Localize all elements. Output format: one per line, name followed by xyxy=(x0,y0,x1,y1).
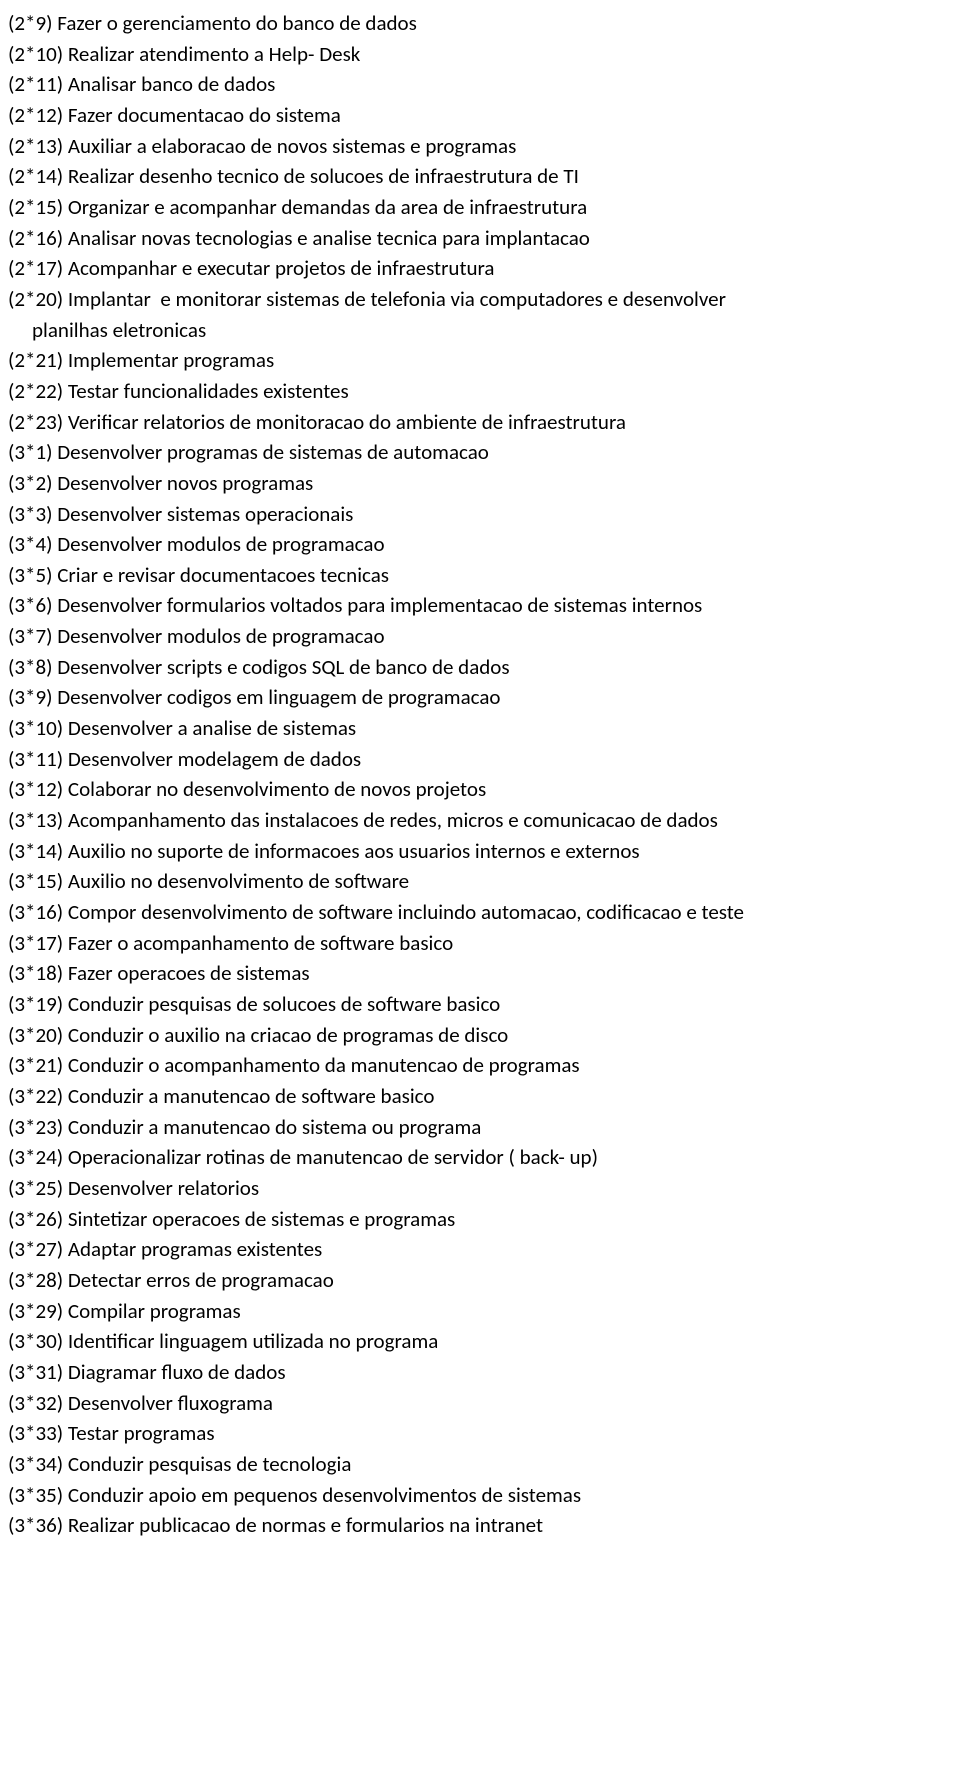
text-line: (2*23) Verificar relatorios de monitorac… xyxy=(8,407,960,438)
text-line: (2*11) Analisar banco de dados xyxy=(8,69,960,100)
text-line: (2*21) Implementar programas xyxy=(8,345,960,376)
text-line: (3*10) Desenvolver a analise de sistemas xyxy=(8,713,960,744)
text-line: (3*26) Sintetizar operacoes de sistemas … xyxy=(8,1204,960,1235)
text-line: (2*15) Organizar e acompanhar demandas d… xyxy=(8,192,960,223)
text-line: (3*17) Fazer o acompanhamento de softwar… xyxy=(8,928,960,959)
text-line: (3*9) Desenvolver codigos em linguagem d… xyxy=(8,682,960,713)
text-line: (3*13) Acompanhamento das instalacoes de… xyxy=(8,805,960,836)
text-line: (3*8) Desenvolver scripts e codigos SQL … xyxy=(8,652,960,683)
text-line: (3*32) Desenvolver fluxograma xyxy=(8,1388,960,1419)
text-line: (3*6) Desenvolver formularios voltados p… xyxy=(8,590,960,621)
text-line: planilhas eletronicas xyxy=(8,315,960,346)
text-line: (3*23) Conduzir a manutencao do sistema … xyxy=(8,1112,960,1143)
text-line: (3*16) Compor desenvolvimento de softwar… xyxy=(8,897,960,928)
text-line: (2*9) Fazer o gerenciamento do banco de … xyxy=(8,8,960,39)
text-line: (3*34) Conduzir pesquisas de tecnologia xyxy=(8,1449,960,1480)
text-line: (2*20) Implantar e monitorar sistemas de… xyxy=(8,284,960,315)
text-line: (2*17) Acompanhar e executar projetos de… xyxy=(8,253,960,284)
text-line: (3*30) Identificar linguagem utilizada n… xyxy=(8,1326,960,1357)
text-line: (3*18) Fazer operacoes de sistemas xyxy=(8,958,960,989)
text-line: (3*33) Testar programas xyxy=(8,1418,960,1449)
text-line: (3*25) Desenvolver relatorios xyxy=(8,1173,960,1204)
text-line: (2*22) Testar funcionalidades existentes xyxy=(8,376,960,407)
text-line: (3*15) Auxilio no desenvolvimento de sof… xyxy=(8,866,960,897)
text-line: (3*20) Conduzir o auxilio na criacao de … xyxy=(8,1020,960,1051)
text-line: (3*24) Operacionalizar rotinas de manute… xyxy=(8,1142,960,1173)
text-line: (3*21) Conduzir o acompanhamento da manu… xyxy=(8,1050,960,1081)
text-line: (3*12) Colaborar no desenvolvimento de n… xyxy=(8,774,960,805)
text-line: (3*7) Desenvolver modulos de programacao xyxy=(8,621,960,652)
text-line: (3*36) Realizar publicacao de normas e f… xyxy=(8,1510,960,1541)
text-line: (2*12) Fazer documentacao do sistema xyxy=(8,100,960,131)
text-line: (3*5) Criar e revisar documentacoes tecn… xyxy=(8,560,960,591)
text-line: (3*11) Desenvolver modelagem de dados xyxy=(8,744,960,775)
text-line: (2*14) Realizar desenho tecnico de soluc… xyxy=(8,161,960,192)
text-line: (3*22) Conduzir a manutencao de software… xyxy=(8,1081,960,1112)
text-line: (3*14) Auxilio no suporte de informacoes… xyxy=(8,836,960,867)
text-line: (3*4) Desenvolver modulos de programacao xyxy=(8,529,960,560)
text-line: (3*1) Desenvolver programas de sistemas … xyxy=(8,437,960,468)
text-line: (3*31) Diagramar fluxo de dados xyxy=(8,1357,960,1388)
text-line: (3*35) Conduzir apoio em pequenos desenv… xyxy=(8,1480,960,1511)
text-line: (2*13) Auxiliar a elaboracao de novos si… xyxy=(8,131,960,162)
text-line: (3*27) Adaptar programas existentes xyxy=(8,1234,960,1265)
text-line: (3*29) Compilar programas xyxy=(8,1296,960,1327)
text-line: (2*10) Realizar atendimento a Help- Desk xyxy=(8,39,960,70)
text-line: (3*2) Desenvolver novos programas xyxy=(8,468,960,499)
text-line: (3*19) Conduzir pesquisas de solucoes de… xyxy=(8,989,960,1020)
text-line: (3*3) Desenvolver sistemas operacionais xyxy=(8,499,960,530)
text-line: (3*28) Detectar erros de programacao xyxy=(8,1265,960,1296)
text-line: (2*16) Analisar novas tecnologias e anal… xyxy=(8,223,960,254)
document-body: (2*9) Fazer o gerenciamento do banco de … xyxy=(8,8,960,1541)
